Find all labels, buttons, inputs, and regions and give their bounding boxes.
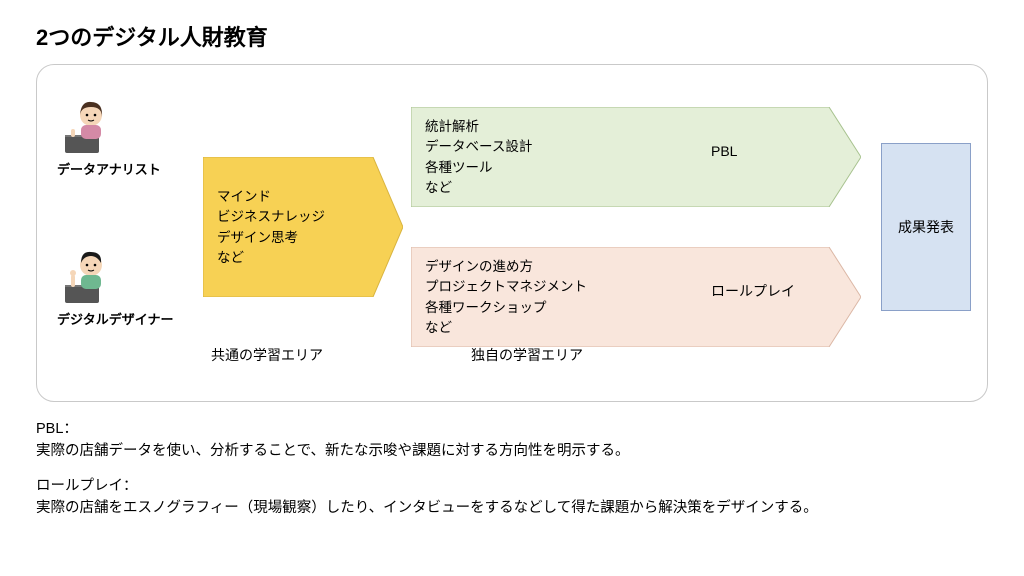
track-bottom-content: デザインの進め方 プロジェクトマネジメント 各種ワークショップ など ロールプレ… <box>425 257 821 338</box>
track-bottom-arrow: デザインの進め方 プロジェクトマネジメント 各種ワークショップ など ロールプレ… <box>411 247 861 347</box>
note-rp-text: 実際の店舗をエスノグラフィー（現場観察）したり、インタビューをするなどして得た課… <box>36 500 818 516</box>
common-line-2: デザイン思考 <box>217 228 363 248</box>
caption-row: 共通の学習エリア 独自の学習エリア <box>211 345 731 365</box>
diagram: データアナリスト <box>51 87 971 367</box>
common-arrow-content: マインド ビジネスナレッジ デザイン思考 など <box>217 187 363 268</box>
common-caption: 共通の学習エリア <box>211 345 471 365</box>
note-pbl-text: 実際の店舗データを使い、分析することで、新たな示唆や課題に対する方向性を明示する… <box>36 443 629 459</box>
result-label: 成果発表 <box>898 217 954 237</box>
role-analyst: データアナリスト <box>57 95 197 178</box>
common-learning-arrow: マインド ビジネスナレッジ デザイン思考 など <box>203 157 403 297</box>
track-top-line-0: 統計解析 <box>425 117 677 137</box>
track-bottom-line-3: など <box>425 318 677 338</box>
track-top-line-2: 各種ツール <box>425 158 677 178</box>
track-bottom-right-label: ロールプレイ <box>711 257 821 302</box>
role-analyst-label: データアナリスト <box>57 159 197 178</box>
analyst-avatar-icon <box>57 95 117 155</box>
note-pbl-title: PBL： <box>36 421 78 437</box>
result-box: 成果発表 <box>881 143 971 311</box>
common-line-0: マインド <box>217 187 363 207</box>
designer-avatar-icon <box>57 245 117 305</box>
track-top-line-1: データベース設計 <box>425 137 677 157</box>
note-rp-title: ロールプレイ： <box>36 478 138 494</box>
page-title: 2つのデジタル人財教育 <box>36 20 988 52</box>
diagram-panel: データアナリスト <box>36 64 988 402</box>
role-designer-label: デジタルデザイナー <box>57 309 197 328</box>
common-line-1: ビジネスナレッジ <box>217 207 363 227</box>
unique-caption: 独自の学習エリア <box>471 345 731 365</box>
track-top-line-3: など <box>425 178 677 198</box>
role-designer: デジタルデザイナー <box>57 245 197 328</box>
track-top-right-label: PBL <box>711 117 821 162</box>
track-bottom-line-0: デザインの進め方 <box>425 257 677 277</box>
notes: PBL： 実際の店舗データを使い、分析することで、新たな示唆や課題に対する方向性… <box>36 418 988 520</box>
track-top-content: 統計解析 データベース設計 各種ツール など PBL <box>425 117 821 198</box>
track-top-arrow: 統計解析 データベース設計 各種ツール など PBL <box>411 107 861 207</box>
common-line-3: など <box>217 248 363 268</box>
track-bottom-line-1: プロジェクトマネジメント <box>425 277 677 297</box>
track-bottom-line-2: 各種ワークショップ <box>425 298 677 318</box>
